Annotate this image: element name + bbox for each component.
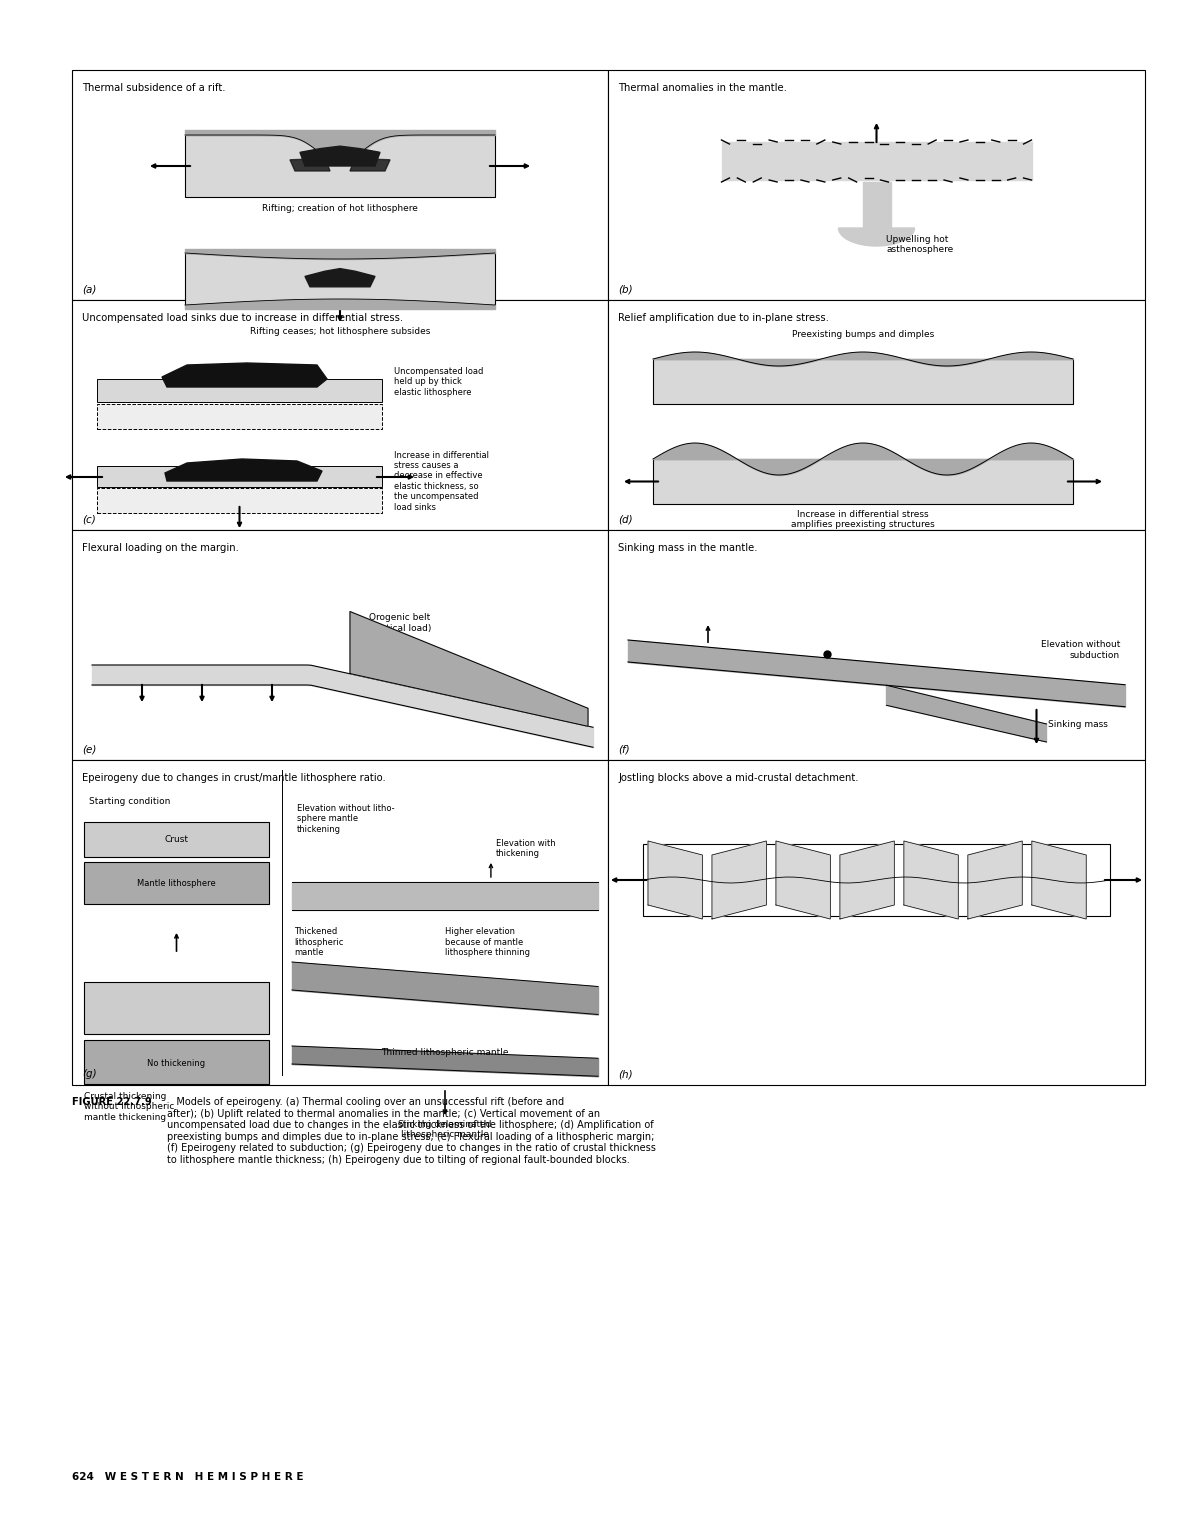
Polygon shape <box>305 269 374 287</box>
Bar <box>97 467 382 486</box>
Bar <box>608 530 1145 760</box>
Text: (b): (b) <box>618 284 632 293</box>
Polygon shape <box>290 158 330 170</box>
Text: Sinking delaminated
lithospheric mantle: Sinking delaminated lithospheric mantle <box>398 1120 492 1140</box>
Text: Crustal thickening
without lithospheric
mantle thickening: Crustal thickening without lithospheric … <box>84 1091 174 1122</box>
Text: Jostling blocks above a mid-crustal detachment.: Jostling blocks above a mid-crustal deta… <box>618 774 858 783</box>
Polygon shape <box>776 841 830 920</box>
Bar <box>72 530 608 760</box>
Text: FIGURE 22.7.9: FIGURE 22.7.9 <box>72 1097 151 1107</box>
Text: Models of epeirogeny. (a) Thermal cooling over an unsuccessful rift (before and
: Models of epeirogeny. (a) Thermal coolin… <box>167 1097 656 1164</box>
Bar <box>84 982 269 1034</box>
Text: (h): (h) <box>618 1069 632 1079</box>
Bar <box>72 70 608 299</box>
Text: Relief amplification due to in-plane stress.: Relief amplification due to in-plane str… <box>618 313 829 324</box>
Text: Epeirogeny due to changes in crust/mantle lithosphere ratio.: Epeirogeny due to changes in crust/mantl… <box>82 774 385 783</box>
Polygon shape <box>863 182 890 230</box>
Polygon shape <box>648 841 702 920</box>
Bar <box>653 459 1073 505</box>
Bar <box>97 404 382 429</box>
Text: (d): (d) <box>618 514 632 524</box>
Text: 624   W E S T E R N   H E M I S P H E R E: 624 W E S T E R N H E M I S P H E R E <box>72 1471 304 1482</box>
Polygon shape <box>839 228 914 246</box>
Polygon shape <box>840 841 894 920</box>
Text: Increase in differential
stress causes a
decrease in effective
elastic thickness: Increase in differential stress causes a… <box>394 450 490 512</box>
Polygon shape <box>968 841 1022 920</box>
Text: Mantle lithosphere: Mantle lithosphere <box>137 879 216 888</box>
Text: Elevation without
subduction: Elevation without subduction <box>1040 640 1120 660</box>
Bar <box>72 760 608 1085</box>
Polygon shape <box>300 146 380 166</box>
Bar <box>97 488 382 514</box>
Text: No thickening: No thickening <box>148 1059 205 1069</box>
Bar <box>84 822 269 857</box>
Bar <box>97 378 382 401</box>
Polygon shape <box>350 611 588 727</box>
Text: (g): (g) <box>82 1069 97 1079</box>
Text: Rifting; creation of hot lithosphere: Rifting; creation of hot lithosphere <box>262 204 418 213</box>
Polygon shape <box>721 141 1032 179</box>
Bar <box>72 299 608 530</box>
Text: Higher elevation
because of mantle
lithosphere thinning: Higher elevation because of mantle litho… <box>445 927 530 958</box>
Text: Thermal anomalies in the mantle.: Thermal anomalies in the mantle. <box>618 84 787 93</box>
Bar <box>653 359 1073 404</box>
Polygon shape <box>712 841 767 920</box>
Bar <box>185 252 496 306</box>
Text: Sinking mass in the mantle.: Sinking mass in the mantle. <box>618 543 757 553</box>
Text: Orogenic belt
(vertical load): Orogenic belt (vertical load) <box>368 613 432 632</box>
Text: (e): (e) <box>82 743 96 754</box>
Text: Thermal subsidence of a rift.: Thermal subsidence of a rift. <box>82 84 226 93</box>
Bar <box>608 760 1145 1085</box>
Polygon shape <box>904 841 959 920</box>
Polygon shape <box>887 686 1046 742</box>
Polygon shape <box>1032 841 1086 920</box>
Polygon shape <box>350 158 390 170</box>
Text: Elevation with
thickening: Elevation with thickening <box>496 839 556 857</box>
Text: Crust: Crust <box>164 834 188 844</box>
Text: Upwelling hot
asthenosphere: Upwelling hot asthenosphere <box>887 236 954 254</box>
Text: Thickened
lithospheric
mantle: Thickened lithospheric mantle <box>294 927 343 958</box>
Text: Elevation without litho-
sphere mantle
thickening: Elevation without litho- sphere mantle t… <box>298 804 395 834</box>
Bar <box>84 862 269 904</box>
Text: (f): (f) <box>618 743 630 754</box>
Text: Uncompensated load
held up by thick
elastic lithosphere: Uncompensated load held up by thick elas… <box>394 368 484 397</box>
Text: Uncompensated load sinks due to increase in differential stress.: Uncompensated load sinks due to increase… <box>82 313 403 324</box>
Bar <box>608 70 1145 299</box>
Text: Rifting ceases; hot lithosphere subsides: Rifting ceases; hot lithosphere subsides <box>250 327 430 336</box>
Bar <box>608 299 1145 530</box>
Text: (c): (c) <box>82 514 96 524</box>
Text: (a): (a) <box>82 284 96 293</box>
Text: Thinned lithospheric mantle: Thinned lithospheric mantle <box>382 1047 509 1056</box>
Text: Flexural loading on the margin.: Flexural loading on the margin. <box>82 543 239 553</box>
Text: Increase in differential stress
amplifies preexisting structures: Increase in differential stress amplifie… <box>791 511 935 529</box>
Text: Starting condition: Starting condition <box>89 796 170 806</box>
Bar <box>643 844 1110 917</box>
Text: Preexisting bumps and dimples: Preexisting bumps and dimples <box>792 330 934 339</box>
Polygon shape <box>166 459 322 480</box>
Polygon shape <box>162 363 326 388</box>
Text: Sinking mass: Sinking mass <box>1049 719 1109 728</box>
Bar <box>185 135 496 198</box>
Bar <box>84 1040 269 1084</box>
